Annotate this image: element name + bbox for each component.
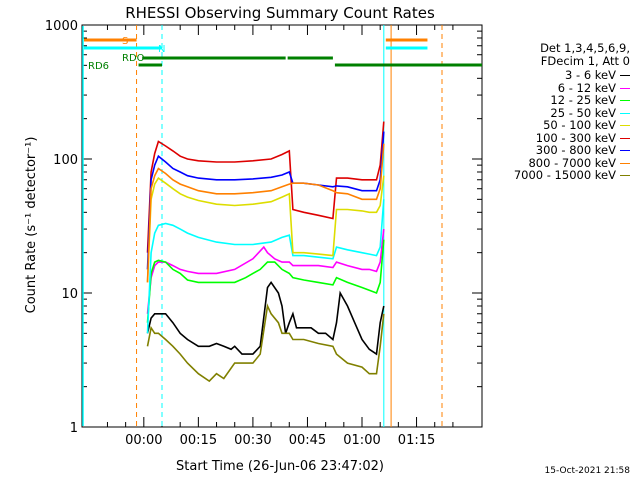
x-tick-label: 00:30 bbox=[234, 433, 271, 448]
legend-swatch bbox=[620, 100, 630, 101]
legend-swatch bbox=[620, 75, 630, 76]
plot-area: 1 10 100 1000 00:00 00:15 00:30 00:45 01:00 01:15… bbox=[45, 19, 483, 448]
legend-entry: 800 - 7000 keV bbox=[528, 157, 630, 169]
flag-label-n: N bbox=[158, 44, 165, 55]
legend-entry-label: 12 - 25 keV bbox=[550, 93, 616, 107]
legend-swatch bbox=[620, 112, 630, 114]
y-tick-label: 1000 bbox=[45, 19, 78, 34]
x-tick-label: 00:45 bbox=[289, 433, 326, 448]
legend-entry-label: 7000 - 15000 keV bbox=[513, 168, 616, 182]
x-tick-label: 01:15 bbox=[398, 433, 435, 448]
x-axis-label: Start Time (26-Jun-06 23:47:02) bbox=[176, 459, 384, 474]
legend-entry-label: 6 - 12 keV bbox=[557, 80, 616, 95]
legend-swatch bbox=[620, 162, 630, 164]
legend-entry: 50 - 100 keV bbox=[543, 119, 630, 131]
legend-entry-label: 3 - 6 keV bbox=[565, 68, 616, 82]
legend-entry: 100 - 300 keV bbox=[536, 132, 630, 144]
legend-entry-label: 50 - 100 keV bbox=[543, 118, 616, 132]
x-tick-label: 00:15 bbox=[180, 433, 217, 448]
series-line bbox=[146, 143, 385, 283]
series-line bbox=[146, 281, 385, 356]
x-tick-label: 01:00 bbox=[343, 433, 380, 448]
y-tick-label: 1 bbox=[70, 421, 78, 436]
series-line bbox=[146, 131, 385, 270]
series-line bbox=[146, 303, 385, 383]
series-line bbox=[146, 199, 385, 334]
legend-swatch bbox=[620, 87, 630, 89]
flag-label-rdo: RDO bbox=[122, 53, 145, 64]
series-line bbox=[146, 121, 385, 253]
legend-header-line-2: FDecim 1, Att 0 bbox=[540, 54, 630, 68]
legend-entry: 7000 - 15000 keV bbox=[514, 169, 630, 181]
flag-label-rd6: RD6 bbox=[88, 61, 109, 72]
series-line bbox=[146, 229, 385, 314]
flag-label-s: S bbox=[122, 36, 128, 47]
series-line bbox=[146, 175, 385, 283]
series-line bbox=[146, 239, 385, 323]
legend-entry: 3 - 6 keV bbox=[565, 69, 630, 81]
y-axis-label: Count Rate (s⁻¹ detector⁻¹) bbox=[24, 137, 39, 314]
plot-frame bbox=[81, 24, 483, 428]
legend-swatch bbox=[620, 150, 630, 151]
legend-swatch bbox=[620, 175, 630, 176]
legend-entry-label: 800 - 7000 keV bbox=[528, 155, 616, 170]
legend-entry: 25 - 50 keV bbox=[550, 107, 630, 119]
legend-entry-label: 100 - 300 keV bbox=[535, 130, 616, 145]
legend-entry-label: 25 - 50 keV bbox=[550, 105, 616, 120]
legend-swatch bbox=[620, 137, 630, 139]
legend-swatch bbox=[620, 125, 630, 126]
legend-entry: 6 - 12 keV bbox=[558, 82, 630, 94]
x-tick-label: 00:00 bbox=[125, 433, 162, 448]
legend-entry: 300 - 800 keV bbox=[536, 144, 630, 156]
y-tick-label: 100 bbox=[53, 153, 78, 168]
plot-timestamp: 15-Oct-2021 21:58 bbox=[544, 466, 630, 476]
legend-entry: 12 - 25 keV bbox=[550, 94, 630, 106]
legend-header-line-1: Det 1,3,4,5,6,9, bbox=[540, 41, 630, 55]
legend-entry-label: 300 - 800 keV bbox=[535, 143, 616, 157]
y-tick-label: 10 bbox=[61, 287, 78, 302]
chart-title: RHESSI Observing Summary Count Rates bbox=[125, 4, 435, 22]
